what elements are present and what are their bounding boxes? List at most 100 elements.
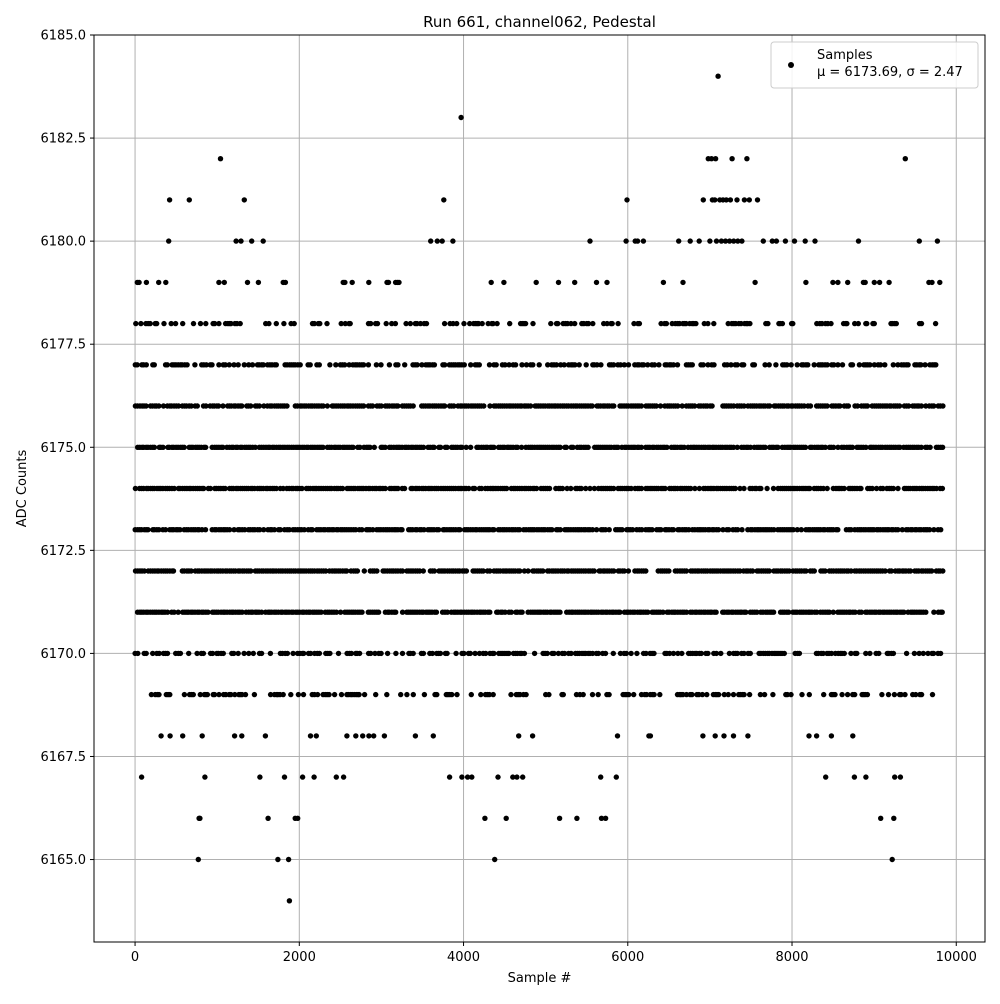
sample-point	[238, 238, 244, 244]
sample-point	[890, 485, 897, 492]
chart-title: Run 661, channel062, Pedestal	[423, 13, 656, 31]
sample-point	[822, 444, 828, 450]
sample-point	[525, 568, 531, 574]
sample-point	[466, 485, 472, 492]
sample-point	[501, 279, 507, 286]
sample-point	[555, 320, 561, 327]
sample-point	[201, 485, 207, 492]
sample-point	[476, 362, 482, 368]
sample-point	[831, 362, 837, 368]
sample-point	[246, 650, 252, 657]
sample-point	[773, 238, 780, 244]
sample-point	[469, 774, 475, 780]
sample-point	[739, 238, 745, 244]
sample-point	[216, 691, 222, 698]
sample-point	[148, 691, 155, 698]
sample-point	[849, 444, 856, 450]
sample-point	[869, 485, 875, 492]
sample-point	[348, 650, 355, 657]
sample-point	[784, 362, 790, 368]
sample-point	[156, 527, 162, 533]
sample-point	[177, 650, 184, 657]
sample-point	[454, 691, 460, 698]
sample-point	[281, 774, 288, 780]
sample-point	[583, 485, 589, 492]
sample-point	[172, 320, 179, 327]
legend-label-stats: μ = 6173.69, σ = 2.47	[817, 65, 963, 80]
sample-point	[483, 650, 489, 657]
sample-point	[235, 362, 241, 368]
sample-point	[533, 279, 539, 286]
sample-point	[514, 444, 521, 450]
sample-point	[572, 362, 578, 368]
sample-point	[467, 650, 473, 657]
sample-point	[441, 197, 447, 203]
sample-point	[221, 279, 227, 286]
sample-point	[402, 362, 408, 368]
sample-point	[378, 362, 384, 368]
sample-point	[217, 156, 224, 162]
sample-point	[798, 527, 804, 533]
sample-point	[399, 568, 406, 574]
sample-point	[514, 774, 520, 780]
sample-point	[381, 733, 388, 739]
sample-point	[649, 527, 655, 533]
sample-point	[444, 650, 450, 657]
sample-point	[749, 568, 756, 574]
sample-point	[689, 362, 695, 368]
sample-point	[593, 279, 600, 286]
sample-point	[519, 362, 525, 368]
sample-point	[203, 320, 209, 327]
y-tick-label: 6175.0	[41, 441, 87, 456]
sample-point	[307, 362, 313, 368]
sample-point	[711, 362, 717, 368]
sample-point	[890, 650, 897, 657]
sample-point	[931, 609, 937, 615]
sample-point	[299, 774, 306, 780]
sample-point	[222, 362, 228, 368]
sample-point	[434, 238, 440, 244]
sample-point	[368, 650, 374, 657]
sample-point	[344, 568, 350, 574]
sample-point	[487, 609, 493, 615]
sample-point	[431, 568, 438, 574]
sample-point	[799, 691, 805, 698]
sample-point	[237, 320, 243, 327]
sample-point	[624, 197, 630, 203]
sample-point	[640, 362, 647, 368]
sample-point	[728, 362, 734, 368]
sample-point	[916, 650, 922, 657]
sample-point	[643, 691, 650, 698]
sample-point	[530, 320, 536, 327]
sample-point	[764, 485, 770, 492]
sample-point	[741, 691, 747, 698]
sample-point	[585, 320, 592, 327]
sample-point	[788, 362, 794, 368]
sample-point	[429, 650, 436, 657]
sample-point	[493, 362, 499, 368]
sample-point	[741, 362, 747, 368]
sample-point	[794, 362, 800, 368]
sample-point	[560, 691, 566, 698]
sample-point	[807, 485, 813, 492]
sample-point	[340, 774, 347, 780]
sample-point	[261, 527, 267, 533]
sample-point	[166, 197, 173, 203]
sample-point	[888, 568, 895, 574]
sample-point	[231, 527, 237, 533]
sample-point	[897, 774, 904, 780]
sample-point	[878, 815, 884, 821]
sample-point	[467, 444, 474, 450]
sample-point	[557, 444, 563, 450]
sample-point	[811, 362, 817, 368]
data-points	[132, 73, 946, 904]
y-tick-label: 6182.5	[41, 132, 87, 147]
sample-point	[170, 568, 177, 574]
sample-point	[598, 815, 605, 821]
sample-point	[527, 403, 534, 409]
sample-point	[708, 156, 715, 162]
sample-point	[692, 485, 698, 492]
sample-point	[844, 320, 850, 327]
sample-point	[651, 362, 658, 368]
sample-point	[643, 650, 649, 657]
